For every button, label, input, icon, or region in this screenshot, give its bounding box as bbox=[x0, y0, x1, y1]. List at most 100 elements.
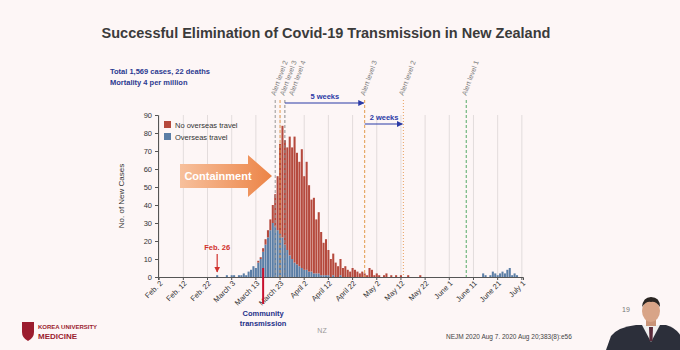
bar bbox=[219, 277, 221, 278]
callouts: Feb. 26Communitytransmission bbox=[204, 243, 287, 328]
bar bbox=[294, 263, 296, 277]
bar bbox=[306, 270, 308, 277]
bar bbox=[204, 277, 206, 278]
y-tick-label: 30 bbox=[144, 219, 152, 228]
x-grid bbox=[159, 115, 522, 277]
y-tick-label: 90 bbox=[144, 111, 152, 120]
bar bbox=[235, 277, 237, 278]
callout-label: Community bbox=[242, 309, 284, 318]
bar bbox=[356, 272, 358, 277]
bar bbox=[494, 273, 496, 274]
bar bbox=[194, 277, 196, 278]
x-tick-label: July 1 bbox=[507, 279, 527, 299]
bar bbox=[250, 270, 252, 277]
bar bbox=[429, 277, 431, 278]
logo-shield bbox=[22, 322, 34, 341]
bar bbox=[260, 259, 262, 277]
bar bbox=[424, 277, 426, 278]
bar bbox=[255, 268, 257, 269]
bar bbox=[231, 275, 233, 276]
bar bbox=[310, 200, 312, 272]
bar bbox=[424, 277, 426, 278]
y-tick: 50 bbox=[144, 183, 158, 192]
bar bbox=[376, 273, 378, 277]
bar bbox=[439, 277, 441, 278]
bar bbox=[472, 277, 474, 278]
bar bbox=[298, 266, 300, 277]
bar bbox=[485, 275, 487, 277]
bar bbox=[291, 147, 293, 259]
x-tick-label: May 22 bbox=[407, 279, 431, 303]
grid-line bbox=[231, 115, 232, 277]
bar bbox=[514, 273, 516, 274]
bar bbox=[252, 266, 254, 277]
bar bbox=[175, 277, 177, 278]
bar bbox=[390, 275, 392, 277]
bar bbox=[289, 255, 291, 277]
bar bbox=[456, 277, 458, 278]
y-tick-mark bbox=[155, 277, 158, 278]
bar bbox=[514, 273, 516, 277]
bar bbox=[204, 277, 206, 278]
grid-line bbox=[304, 115, 305, 277]
bar bbox=[228, 277, 230, 278]
bar bbox=[414, 277, 416, 278]
x-tick: June 1 bbox=[432, 277, 454, 301]
bar bbox=[281, 237, 283, 277]
bar bbox=[427, 277, 429, 278]
bar bbox=[255, 268, 257, 277]
bar bbox=[506, 270, 508, 277]
bar bbox=[320, 232, 322, 275]
bar bbox=[161, 277, 163, 278]
x-tick: June 11 bbox=[454, 277, 479, 304]
bar bbox=[499, 273, 501, 274]
section-label: NZ bbox=[317, 327, 327, 334]
bar bbox=[441, 277, 443, 278]
bar bbox=[238, 275, 240, 276]
bar bbox=[199, 277, 201, 278]
bar bbox=[463, 277, 465, 278]
bar bbox=[175, 277, 177, 278]
bar bbox=[180, 277, 182, 278]
bar bbox=[327, 275, 329, 277]
bar bbox=[521, 277, 523, 278]
y-tick: 80 bbox=[144, 129, 158, 138]
bar bbox=[521, 277, 523, 278]
bar bbox=[165, 277, 167, 278]
bars bbox=[216, 126, 518, 277]
bar bbox=[187, 277, 189, 278]
bar bbox=[344, 266, 346, 277]
y-tick-mark bbox=[155, 241, 158, 242]
spans: 5 weeks2 weeks bbox=[285, 92, 402, 124]
alert-line bbox=[403, 100, 404, 277]
legend-swatch bbox=[164, 121, 171, 128]
bar bbox=[315, 273, 317, 277]
bar bbox=[182, 277, 184, 278]
callout-arrow bbox=[217, 254, 218, 272]
bar bbox=[393, 277, 395, 278]
bar bbox=[516, 275, 518, 277]
subtitle: Mortality 4 per million bbox=[110, 78, 188, 87]
bar bbox=[226, 275, 228, 276]
bar bbox=[257, 263, 259, 277]
bar bbox=[335, 263, 337, 277]
bar bbox=[499, 273, 501, 277]
bar bbox=[197, 277, 199, 278]
bar bbox=[417, 277, 419, 278]
bar bbox=[501, 272, 503, 277]
bar bbox=[427, 277, 429, 278]
bar bbox=[221, 277, 223, 278]
x-tick: May 12 bbox=[383, 277, 407, 303]
bar bbox=[238, 275, 240, 277]
bar bbox=[161, 277, 163, 278]
bar bbox=[443, 277, 445, 278]
bar bbox=[180, 277, 182, 278]
bar bbox=[318, 212, 320, 273]
x-tick-label: April 22 bbox=[334, 279, 358, 303]
alert-line bbox=[275, 100, 276, 277]
bar bbox=[177, 277, 179, 278]
bar bbox=[165, 277, 167, 278]
x-tick: Feb. 2 bbox=[143, 277, 164, 300]
bar bbox=[286, 250, 288, 277]
bar bbox=[431, 277, 433, 278]
